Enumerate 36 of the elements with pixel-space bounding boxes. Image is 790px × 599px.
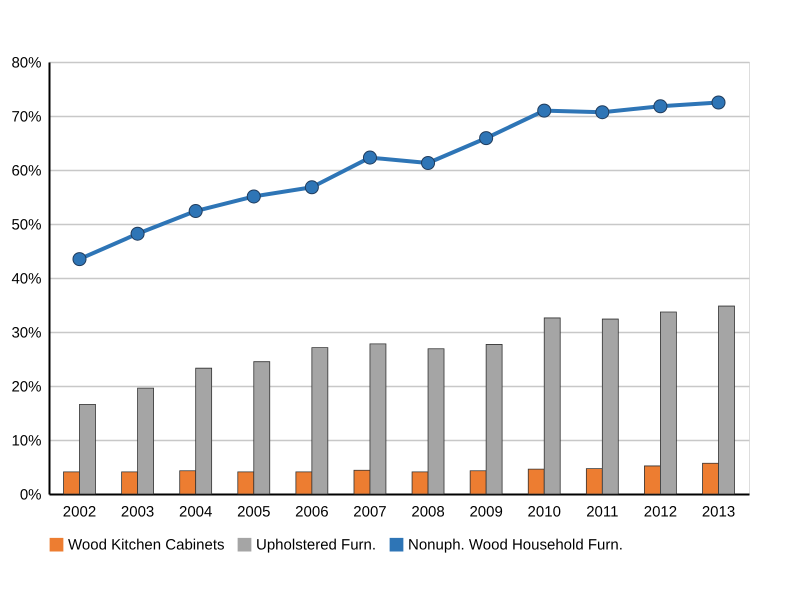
point	[711, 95, 726, 110]
x-tick-label: 2013	[702, 504, 736, 520]
y-tick-label: 20%	[11, 378, 42, 396]
y-tick-label: 30%	[11, 324, 42, 342]
x-tick-label: 2005	[237, 504, 270, 520]
point	[188, 204, 203, 218]
point	[479, 131, 494, 146]
y-tick-label: 60%	[11, 162, 42, 180]
x-tick-label: 2007	[353, 504, 387, 520]
point	[362, 150, 377, 165]
y-tick-label: 0%	[20, 486, 42, 504]
x-tick-label: 2009	[469, 504, 503, 520]
x-tick-label: 2012	[644, 504, 678, 520]
x-tick-label: 2002	[62, 504, 96, 520]
y-tick-label: 80%	[11, 54, 42, 72]
legend-label: Nonuph. Wood Household Furn.	[408, 536, 623, 554]
x-tick-label: 2003	[120, 504, 154, 520]
x-tick-label: 2008	[411, 504, 445, 520]
point	[72, 252, 87, 266]
legend-label: Upholstered Furn.	[256, 536, 376, 554]
y-tick-label: 50%	[11, 216, 42, 234]
x-tick-label: 2006	[295, 504, 329, 520]
x-tick-label: 2011	[586, 504, 618, 520]
point	[595, 105, 610, 120]
point	[537, 104, 552, 118]
point	[421, 156, 436, 170]
point	[130, 226, 145, 241]
x-tick-label: 2004	[178, 504, 212, 520]
point	[304, 180, 319, 194]
point	[653, 99, 668, 114]
y-tick-label: 70%	[11, 108, 42, 126]
y-tick-label: 10%	[11, 432, 42, 450]
legend-label: Wood Kitchen Cabinets	[68, 536, 224, 554]
point	[246, 189, 261, 204]
x-tick-label: 2010	[528, 504, 561, 520]
y-tick-label: 40%	[11, 270, 42, 288]
